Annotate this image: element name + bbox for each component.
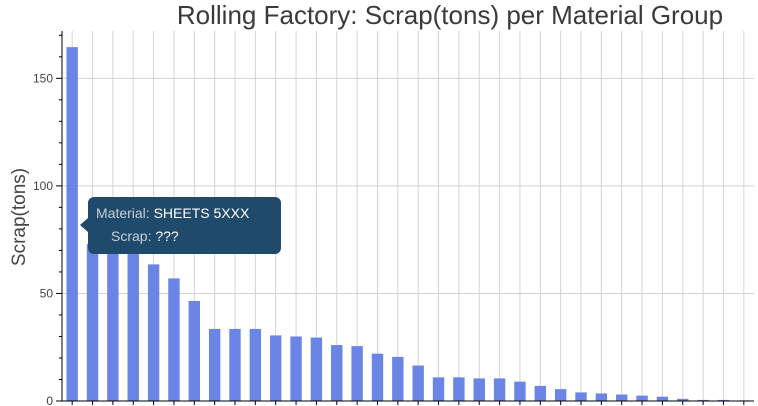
bar bbox=[127, 252, 139, 401]
tooltip-scrap-value: ??? bbox=[155, 228, 179, 244]
bar bbox=[595, 393, 608, 401]
bar bbox=[188, 300, 200, 401]
bar bbox=[107, 248, 119, 401]
bar bbox=[147, 264, 160, 401]
y-tick-label: 100 bbox=[33, 179, 53, 193]
bar bbox=[371, 353, 384, 401]
bar bbox=[208, 328, 221, 401]
chart-title: Rolling Factory: Scrap(tons) per Materia… bbox=[177, 0, 723, 30]
bar bbox=[310, 337, 323, 401]
bar bbox=[656, 396, 669, 401]
bar bbox=[616, 394, 628, 401]
y-tick-label: 150 bbox=[33, 71, 53, 85]
bar bbox=[717, 399, 730, 401]
bar bbox=[554, 389, 567, 401]
bar bbox=[229, 328, 241, 401]
bar bbox=[473, 378, 485, 401]
y-tick-label: 0 bbox=[46, 394, 53, 406]
bar bbox=[86, 243, 99, 401]
bar bbox=[575, 392, 587, 401]
bar bbox=[453, 377, 465, 401]
bar bbox=[697, 399, 709, 401]
bar bbox=[331, 345, 343, 401]
bar bbox=[351, 346, 363, 401]
tooltip-material-key: Material: bbox=[96, 205, 150, 221]
tooltip-material-row: Material: SHEETS 5XXX bbox=[96, 205, 249, 221]
bar bbox=[168, 278, 180, 401]
tooltip-material-value: SHEETS 5XXX bbox=[153, 205, 250, 221]
bar bbox=[514, 381, 526, 401]
axis-layer: 0 50 100 150 bbox=[33, 31, 754, 406]
y-axis-label: Scrap(tons) bbox=[9, 168, 30, 266]
tooltip-scrap-row: Scrap: ??? bbox=[111, 228, 179, 244]
y-tick-label: 50 bbox=[40, 286, 54, 300]
bar bbox=[249, 328, 262, 401]
bar-layer bbox=[66, 47, 750, 401]
bar bbox=[290, 336, 302, 401]
bar bbox=[66, 47, 78, 401]
bar bbox=[392, 356, 404, 401]
bar bbox=[534, 385, 546, 401]
bar bbox=[636, 395, 648, 401]
bar bbox=[432, 377, 445, 401]
bar bbox=[270, 335, 282, 401]
hover-tooltip: Material: SHEETS 5XXX Scrap: ??? bbox=[80, 197, 281, 254]
tooltip-scrap-key: Scrap: bbox=[111, 228, 152, 244]
bar bbox=[677, 398, 689, 401]
bar bbox=[412, 365, 424, 401]
bar bbox=[493, 378, 506, 401]
